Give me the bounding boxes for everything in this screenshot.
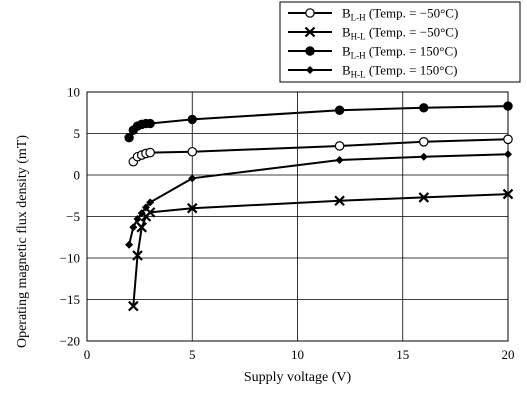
x-tick-labels: 0 5 10 15 20 <box>84 347 515 362</box>
y-axis-label: Operating magnetic flux density (mT) <box>15 135 30 348</box>
filled-diamond-marker <box>137 209 146 218</box>
open-circle-marker <box>145 147 155 158</box>
legend-label: BH-L (Temp. = 150°C) <box>342 63 457 80</box>
filled-circle-marker <box>187 114 197 125</box>
y-tick-label: −20 <box>60 334 80 349</box>
filled-circle-marker <box>503 101 513 111</box>
filled-diamond-marker <box>129 223 138 232</box>
series-group <box>124 101 514 312</box>
y-tick-labels: 10 5 0 −5 −10 −15 −20 <box>60 85 80 349</box>
x-tick-label: 10 <box>291 347 304 362</box>
y-tick-label: −5 <box>66 209 80 224</box>
filled-diamond-marker <box>125 240 134 249</box>
filled-diamond-marker <box>146 198 155 207</box>
filled-diamond-marker <box>133 214 142 223</box>
legend-label: BL-H (Temp. = −50°C) <box>342 6 458 23</box>
cross-marker <box>418 192 430 203</box>
cross-marker <box>128 300 139 312</box>
filled-diamond-marker <box>188 174 197 183</box>
series-3 <box>124 101 513 143</box>
cross-marker <box>186 202 198 214</box>
series-line <box>128 105 509 139</box>
x-tick-label: 15 <box>396 347 409 362</box>
filled-diamond-marker <box>306 66 314 74</box>
legend-entry: BH-L (Temp. = −50°C) <box>288 25 458 42</box>
legend-entry: BL-H (Temp. = 150°C) <box>288 44 457 61</box>
filled-diamond-marker <box>335 156 344 165</box>
filled-diamond-marker <box>419 152 428 161</box>
filled-circle-marker <box>419 103 429 113</box>
cross-marker <box>502 188 514 200</box>
open-circle-marker <box>187 146 198 157</box>
filled-circle-marker <box>334 105 345 115</box>
filled-circle-marker <box>145 118 155 129</box>
series-line <box>128 153 509 245</box>
series-4 <box>125 150 512 249</box>
grid-lines <box>86 91 509 342</box>
cross-marker <box>132 250 143 261</box>
legend: BL-H (Temp. = −50°C) BH-L (Temp. = −50°C)… <box>279 1 521 83</box>
filled-circle-marker <box>305 46 315 56</box>
filled-diamond-marker <box>504 150 512 159</box>
legend-box <box>279 1 521 83</box>
filled-diamond-marker <box>141 203 150 212</box>
y-tick-label: 0 <box>74 168 81 183</box>
open-circle-marker <box>503 134 513 145</box>
series-2 <box>128 188 514 312</box>
legend-entry: BL-H (Temp. = −50°C) <box>288 6 458 23</box>
y-tick-label: 10 <box>67 85 80 100</box>
plot-frame <box>86 91 509 342</box>
x-tick-label: 5 <box>189 347 196 362</box>
legend-label: BH-L (Temp. = −50°C) <box>342 25 458 42</box>
y-tick-label: 5 <box>74 126 81 141</box>
cross-marker <box>304 26 316 38</box>
x-tick-label: 0 <box>84 347 91 362</box>
x-axis-label: Supply voltage (V) <box>244 370 352 385</box>
open-circle-marker <box>305 8 315 18</box>
x-tick-label: 20 <box>502 347 515 362</box>
cross-marker <box>136 222 148 233</box>
legend-label: BL-H (Temp. = 150°C) <box>342 44 457 61</box>
legend-entry: BH-L (Temp. = 150°C) <box>288 63 457 80</box>
open-circle-marker <box>334 141 345 151</box>
open-circle-marker <box>418 137 429 147</box>
y-tick-label: −15 <box>60 292 80 307</box>
series-1 <box>128 134 513 167</box>
y-tick-label: −10 <box>60 251 80 266</box>
filled-circle-marker <box>124 132 134 143</box>
cross-marker <box>334 195 345 207</box>
